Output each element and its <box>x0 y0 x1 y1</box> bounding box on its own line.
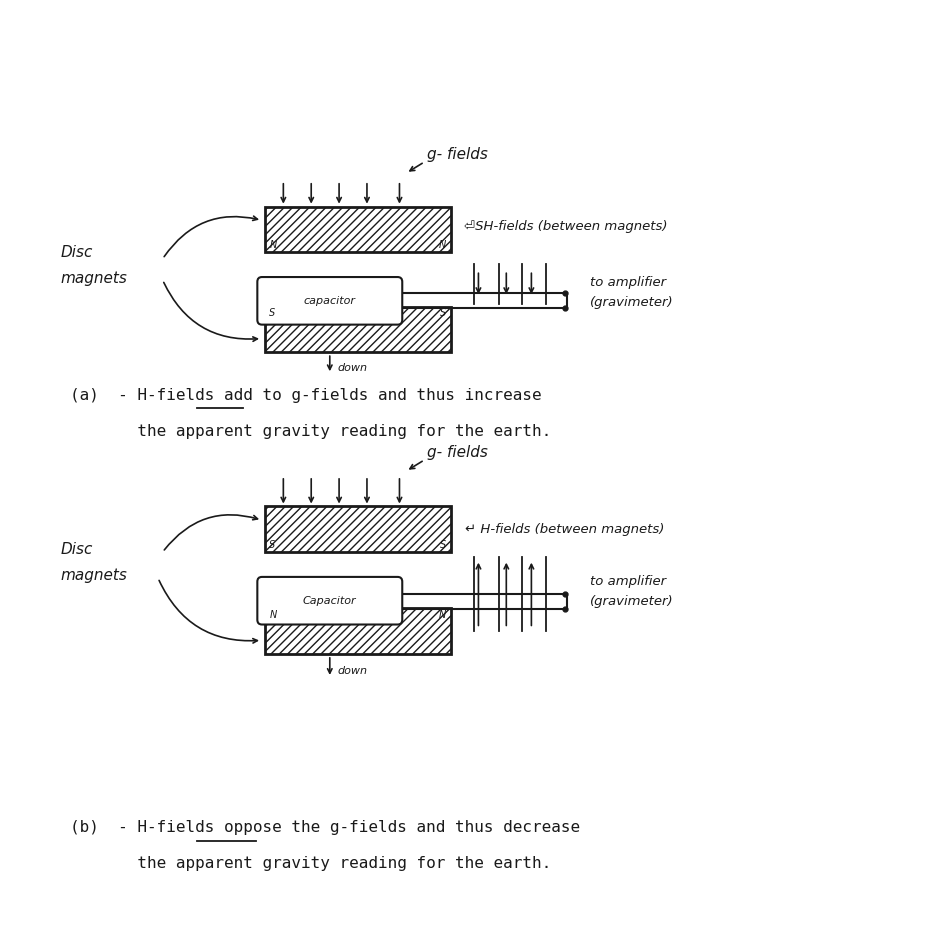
Text: ⏎SH-fields (between magnets): ⏎SH-fields (between magnets) <box>464 220 667 233</box>
FancyBboxPatch shape <box>257 277 402 325</box>
Bar <box>264 608 450 654</box>
Text: N: N <box>269 610 277 621</box>
Text: S: S <box>439 540 445 550</box>
Text: Disc: Disc <box>60 542 93 557</box>
Text: magnets: magnets <box>60 270 127 286</box>
Text: ↵ H-fields (between magnets): ↵ H-fields (between magnets) <box>465 523 664 536</box>
Text: to amplifier: to amplifier <box>589 574 665 587</box>
Text: (gravimeter): (gravimeter) <box>589 594 673 607</box>
Text: capacitor: capacitor <box>303 296 355 306</box>
Text: g- fields: g- fields <box>427 445 488 460</box>
Text: to amplifier: to amplifier <box>589 275 665 288</box>
Text: N: N <box>269 240 277 250</box>
Text: down: down <box>337 364 367 373</box>
Text: the apparent gravity reading for the earth.: the apparent gravity reading for the ear… <box>70 856 550 871</box>
Text: N: N <box>438 240 445 250</box>
Text: (gravimeter): (gravimeter) <box>589 295 673 308</box>
Bar <box>264 506 450 552</box>
Bar <box>264 207 450 252</box>
Text: g- fields: g- fields <box>427 147 488 162</box>
Text: down: down <box>337 666 367 676</box>
Text: N: N <box>438 610 445 621</box>
Text: Capacitor: Capacitor <box>303 596 356 605</box>
Text: the apparent gravity reading for the earth.: the apparent gravity reading for the ear… <box>70 424 550 439</box>
Text: Disc: Disc <box>60 245 93 260</box>
Text: S: S <box>439 308 445 319</box>
Text: magnets: magnets <box>60 567 127 583</box>
Text: S: S <box>269 308 276 319</box>
FancyBboxPatch shape <box>257 577 402 625</box>
Text: (b)  - H-fields oppose the g-fields and thus decrease: (b) - H-fields oppose the g-fields and t… <box>70 820 579 835</box>
Bar <box>264 307 450 352</box>
Text: (a)  - H-fields add to g-fields and thus increase: (a) - H-fields add to g-fields and thus … <box>70 387 541 403</box>
Text: S: S <box>269 540 276 550</box>
